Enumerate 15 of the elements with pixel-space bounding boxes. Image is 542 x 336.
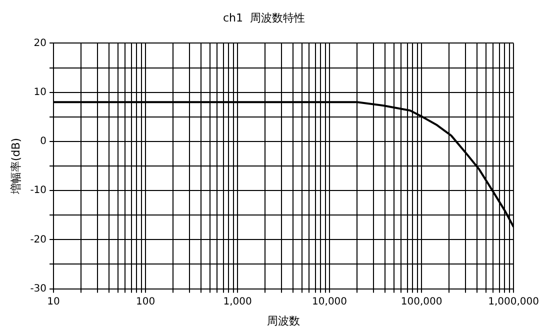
- x-tick-label: 100: [136, 296, 156, 308]
- y-tick-label: -30: [30, 283, 47, 294]
- y-tick-label: 20: [34, 38, 47, 49]
- y-tick-label: -10: [30, 185, 47, 196]
- x-tick-label: 100,000: [400, 296, 442, 308]
- y-tick-label: 0: [40, 136, 47, 148]
- y-axis-title: 増幅率(dB): [9, 138, 22, 196]
- y-tick-label: 10: [34, 86, 47, 98]
- chart-title: ch1 周波数特性: [222, 11, 306, 24]
- x-axis-title: 周波数: [267, 314, 300, 328]
- y-tick-label: -20: [30, 234, 47, 246]
- x-tick-label: 1,000,000: [488, 296, 540, 308]
- x-tick-label: 10: [47, 296, 60, 308]
- x-tick-label: 1,000: [223, 296, 252, 308]
- x-tick-label: 10,000: [312, 296, 348, 308]
